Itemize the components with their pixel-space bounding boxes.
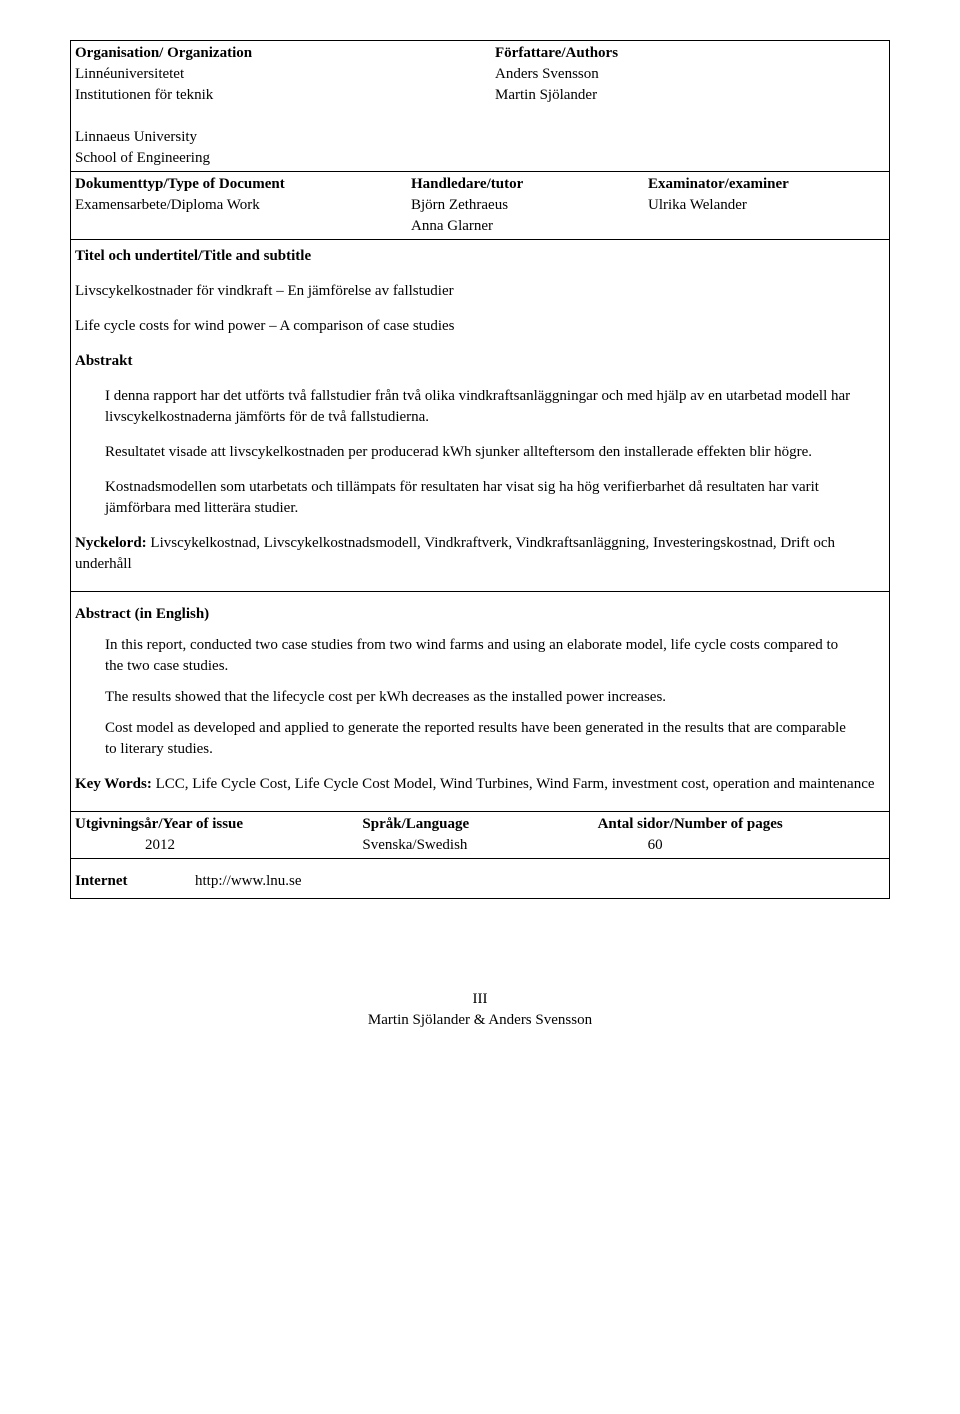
doc-type-title: Dokumenttyp/Type of Document [75, 174, 391, 195]
examiner-cell: Examinator/examiner Ulrika Welander [648, 174, 885, 237]
internet-label: Internet [75, 873, 128, 889]
page-number: III [70, 989, 890, 1010]
pages-cell: Antal sidor/Number of pages 60 [598, 814, 885, 856]
nyckelord-text: Livscykelkostnad, Livscykelkostnadsmodel… [75, 535, 835, 572]
abstrakt-heading: Abstrakt [75, 351, 885, 372]
examiner-title: Examinator/examiner [648, 174, 885, 195]
year-cell: Utgivningsår/Year of issue 2012 [75, 814, 362, 856]
metadata-table: Organisation/ Organization Linnéuniversi… [70, 40, 890, 899]
abstract-en-p1: In this report, conducted two case studi… [105, 635, 855, 677]
page-footer: III Martin Sjölander & Anders Svensson [70, 989, 890, 1031]
year-title: Utgivningsår/Year of issue [75, 814, 362, 835]
lang-val: Svenska/Swedish [362, 835, 597, 856]
row-title-abstrakt: Titel och undertitel/Title and subtitle … [71, 240, 889, 592]
pages-val: 60 [598, 835, 885, 856]
organisation-blank [75, 106, 465, 127]
pages-title: Antal sidor/Number of pages [598, 814, 885, 835]
lang-cell: Språk/Language Svenska/Swedish [362, 814, 597, 856]
abstrakt-p1: I denna rapport har det utförts två fall… [105, 386, 855, 428]
lang-title: Språk/Language [362, 814, 597, 835]
tutor-cell: Handledare/tutor Björn Zethraeus Anna Gl… [391, 174, 648, 237]
year-val: 2012 [75, 835, 362, 856]
keywords: Key Words: LCC, Life Cycle Cost, Life Cy… [75, 774, 885, 795]
organisation-title: Organisation/ Organization [75, 43, 465, 64]
row-doc-meta: Dokumenttyp/Type of Document Examensarbe… [71, 172, 889, 240]
row-organisation-authors: Organisation/ Organization Linnéuniversi… [71, 41, 889, 172]
author-2: Martin Sjölander [495, 85, 885, 106]
authors-title: Författare/Authors [495, 43, 885, 64]
authors-cell: Författare/Authors Anders Svensson Marti… [465, 43, 885, 169]
examiner-val: Ulrika Welander [648, 195, 885, 216]
organisation-line2: Institutionen för teknik [75, 85, 465, 106]
internet-url: http://www.lnu.se [195, 873, 302, 889]
title-sv: Livscykelkostnader för vindkraft – En jä… [75, 281, 885, 302]
row-internet: Internet http://www.lnu.se [71, 859, 889, 898]
organisation-cell: Organisation/ Organization Linnéuniversi… [75, 43, 465, 169]
doc-type-val: Examensarbete/Diploma Work [75, 195, 391, 216]
organisation-line1: Linnéuniversitetet [75, 64, 465, 85]
footer-authors: Martin Sjölander & Anders Svensson [70, 1010, 890, 1031]
keywords-label: Key Words: [75, 776, 156, 792]
nyckelord: Nyckelord: Livscykelkostnad, Livscykelko… [75, 533, 885, 575]
title-en: Life cycle costs for wind power – A comp… [75, 316, 885, 337]
organisation-line3: Linnaeus University [75, 127, 465, 148]
abstrakt-p2: Resultatet visade att livscykelkostnaden… [105, 442, 855, 463]
organisation-line4: School of Engineering [75, 148, 465, 169]
tutor-val1: Björn Zethraeus [411, 195, 648, 216]
title-heading: Titel och undertitel/Title and subtitle [75, 242, 885, 267]
abstract-en-p2: The results showed that the lifecycle co… [105, 687, 855, 708]
abstract-en-p3: Cost model as developed and applied to g… [105, 718, 855, 760]
keywords-text: LCC, Life Cycle Cost, Life Cycle Cost Mo… [156, 776, 875, 792]
tutor-title: Handledare/tutor [411, 174, 648, 195]
tutor-val2: Anna Glarner [411, 216, 648, 237]
nyckelord-label: Nyckelord: [75, 535, 150, 551]
row-pub-meta: Utgivningsår/Year of issue 2012 Språk/La… [71, 812, 889, 859]
abstract-en-heading: Abstract (in English) [75, 604, 885, 625]
row-abstract-en: Abstract (in English) In this report, co… [71, 592, 889, 812]
abstrakt-p3: Kostnadsmodellen som utarbetats och till… [105, 477, 855, 519]
doc-type-cell: Dokumenttyp/Type of Document Examensarbe… [75, 174, 391, 237]
author-1: Anders Svensson [495, 64, 885, 85]
